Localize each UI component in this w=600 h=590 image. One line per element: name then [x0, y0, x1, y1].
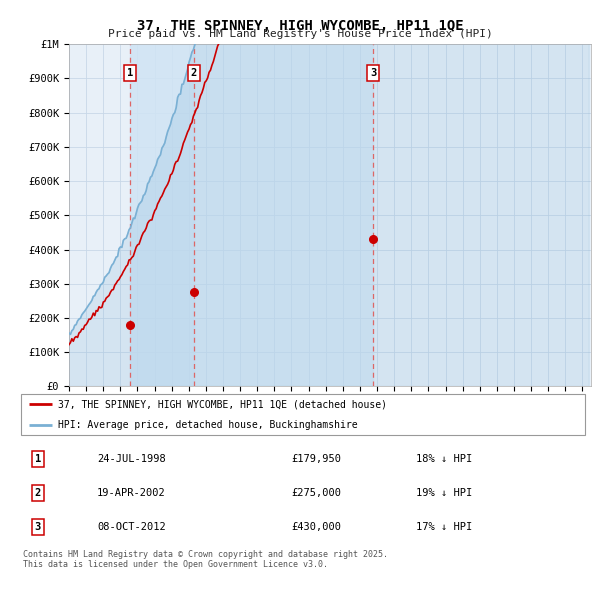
Text: 24-JUL-1998: 24-JUL-1998 [97, 454, 166, 464]
Text: 1: 1 [127, 68, 133, 78]
Text: 2: 2 [191, 68, 197, 78]
Text: 37, THE SPINNEY, HIGH WYCOMBE, HP11 1QE: 37, THE SPINNEY, HIGH WYCOMBE, HP11 1QE [137, 19, 463, 33]
Text: 2: 2 [35, 488, 41, 497]
Text: £179,950: £179,950 [292, 454, 342, 464]
Text: 37, THE SPINNEY, HIGH WYCOMBE, HP11 1QE (detached house): 37, THE SPINNEY, HIGH WYCOMBE, HP11 1QE … [58, 399, 386, 409]
Text: £275,000: £275,000 [292, 488, 342, 497]
Text: 19% ↓ HPI: 19% ↓ HPI [416, 488, 472, 497]
FancyBboxPatch shape [21, 394, 585, 435]
Text: HPI: Average price, detached house, Buckinghamshire: HPI: Average price, detached house, Buck… [58, 420, 357, 430]
Bar [194, 44, 373, 386]
Text: 08-OCT-2012: 08-OCT-2012 [97, 522, 166, 532]
Text: Price paid vs. HM Land Registry's House Price Index (HPI): Price paid vs. HM Land Registry's House … [107, 29, 493, 39]
Text: 3: 3 [35, 522, 41, 532]
Text: Contains HM Land Registry data © Crown copyright and database right 2025.
This d: Contains HM Land Registry data © Crown c… [23, 550, 388, 569]
Text: 3: 3 [370, 68, 376, 78]
Text: 18% ↓ HPI: 18% ↓ HPI [416, 454, 472, 464]
Text: 1: 1 [35, 454, 41, 464]
Text: 19-APR-2002: 19-APR-2002 [97, 488, 166, 497]
Bar [130, 44, 194, 386]
Text: £430,000: £430,000 [292, 522, 342, 532]
Text: 17% ↓ HPI: 17% ↓ HPI [416, 522, 472, 532]
